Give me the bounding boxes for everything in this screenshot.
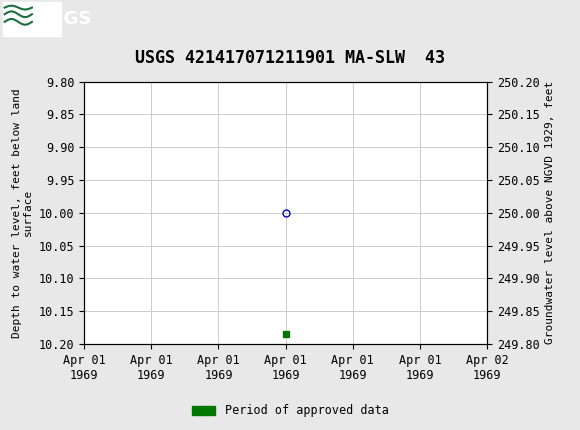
Y-axis label: Groundwater level above NGVD 1929, feet: Groundwater level above NGVD 1929, feet [545,81,555,344]
Text: USGS 421417071211901 MA-SLW  43: USGS 421417071211901 MA-SLW 43 [135,49,445,67]
Legend: Period of approved data: Period of approved data [187,399,393,422]
Bar [3,2,61,36]
Y-axis label: Depth to water level, feet below land
surface: Depth to water level, feet below land su… [12,88,33,338]
Text: USGS: USGS [36,10,91,28]
